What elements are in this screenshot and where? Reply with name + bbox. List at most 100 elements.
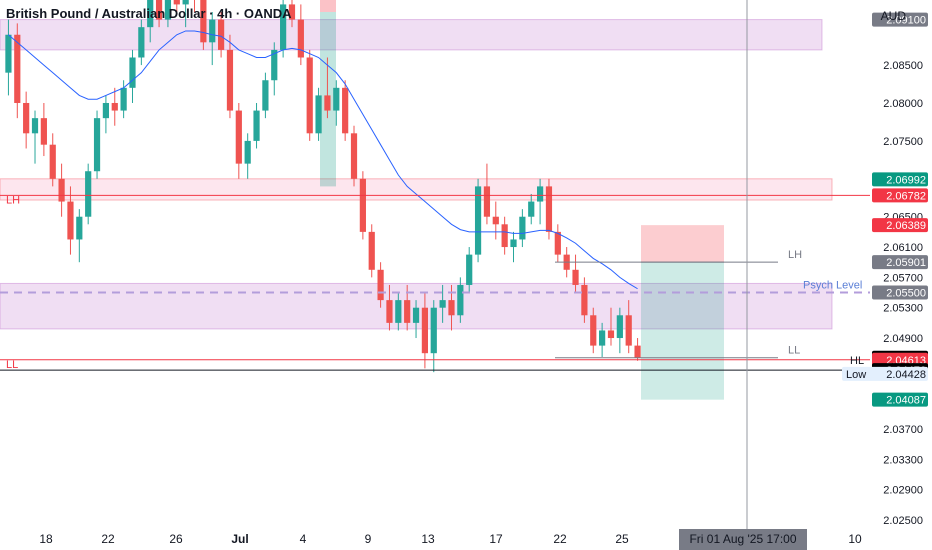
candle-body bbox=[200, 0, 207, 43]
candle-body bbox=[23, 102, 30, 134]
x-tick-label: 25 bbox=[615, 532, 629, 546]
candle-body bbox=[466, 254, 473, 285]
candle-body bbox=[395, 300, 402, 323]
price-tag-label: 2.06782 bbox=[886, 190, 926, 202]
price-tag-prefix: Low bbox=[846, 369, 866, 381]
x-tick-label: 17 bbox=[489, 532, 503, 546]
price-tag-label: 2.06992 bbox=[886, 174, 926, 186]
moving-average-line bbox=[8, 30, 638, 290]
candle-body bbox=[58, 178, 65, 202]
candle-body bbox=[182, 0, 189, 5]
candle-body bbox=[138, 27, 145, 58]
price-tag-label: 2.04087 bbox=[886, 395, 926, 407]
level-label: Psych Level bbox=[803, 280, 862, 292]
crosshair-date-label: Fri 01 Aug '25 17:00 bbox=[689, 532, 796, 546]
candle-body bbox=[581, 284, 588, 316]
candle-body bbox=[120, 87, 127, 111]
y-tick-label: 2.02500 bbox=[883, 515, 923, 527]
y-tick-label: 2.06100 bbox=[883, 242, 923, 254]
candle-body bbox=[76, 216, 83, 240]
candle-body bbox=[226, 49, 234, 111]
candle-body bbox=[111, 102, 118, 111]
candle-body bbox=[253, 110, 260, 141]
y-tick-label: 2.03700 bbox=[883, 424, 923, 436]
candle-body bbox=[572, 269, 579, 285]
y-tick-label: 2.02900 bbox=[883, 485, 923, 497]
position-risk-box bbox=[641, 225, 724, 263]
candle-body bbox=[448, 300, 455, 316]
candle-body bbox=[102, 102, 110, 119]
candle-body bbox=[377, 269, 384, 301]
candle-body bbox=[492, 216, 499, 225]
x-tick-label: 4 bbox=[300, 532, 307, 546]
candle-body bbox=[368, 231, 375, 270]
candle-body bbox=[528, 201, 535, 217]
candle-body bbox=[280, 4, 287, 50]
candle-body bbox=[634, 345, 641, 358]
candle-body bbox=[67, 201, 74, 240]
candle-body bbox=[421, 307, 429, 354]
y-tick-label: 2.07500 bbox=[883, 136, 923, 148]
x-tick-label: 22 bbox=[101, 532, 115, 546]
candle-body bbox=[554, 231, 561, 255]
candle-body bbox=[209, 19, 216, 43]
candle-body bbox=[430, 307, 437, 354]
x-tick-label: 10 bbox=[848, 532, 862, 546]
candle-body bbox=[350, 133, 358, 179]
candle-body bbox=[5, 34, 12, 73]
price-tag-box bbox=[872, 218, 928, 233]
price-tag-box bbox=[872, 392, 928, 407]
price-tag-label: 2.06389 bbox=[886, 220, 926, 232]
y-tick-label: 2.08500 bbox=[883, 60, 923, 72]
candle-body bbox=[536, 186, 544, 202]
candle-body bbox=[474, 186, 482, 255]
price-tag-label: 2.05901 bbox=[886, 257, 926, 269]
candle-body bbox=[625, 315, 632, 346]
y-tick-label: 2.05700 bbox=[883, 272, 923, 284]
candle-body bbox=[173, 0, 180, 5]
candle-body bbox=[324, 95, 331, 111]
candle-body bbox=[510, 239, 517, 248]
candle-body bbox=[262, 80, 269, 111]
candle-body bbox=[590, 315, 597, 346]
zone-1 bbox=[0, 178, 833, 201]
candle-body bbox=[306, 57, 313, 134]
price-tag-label: 2.04428 bbox=[886, 369, 926, 381]
candle-body bbox=[297, 19, 304, 58]
price-tag-box bbox=[872, 255, 928, 270]
y-tick-label: 2.08000 bbox=[883, 98, 923, 110]
price-tag-box bbox=[872, 172, 928, 187]
zone-0 bbox=[0, 19, 823, 51]
candle-body bbox=[404, 300, 411, 323]
candle-body bbox=[439, 300, 446, 308]
candle-body bbox=[271, 49, 278, 81]
candle-body bbox=[545, 186, 553, 232]
level-label: LL bbox=[6, 359, 18, 371]
candle-body bbox=[359, 178, 366, 232]
level-label: HL bbox=[850, 355, 864, 367]
candle-body bbox=[49, 144, 56, 179]
price-tag-label: 2.05500 bbox=[886, 288, 926, 300]
y-tick-label: 2.05300 bbox=[883, 303, 923, 315]
candle-body bbox=[40, 118, 47, 145]
candle-body bbox=[217, 19, 225, 50]
candle-body bbox=[333, 87, 340, 111]
history-risk-box bbox=[320, 0, 336, 12]
candle-body bbox=[342, 87, 349, 134]
candle-body bbox=[288, 4, 296, 20]
price-tag-box bbox=[872, 188, 928, 203]
candle-body bbox=[599, 330, 606, 346]
crosshair-date-box bbox=[679, 529, 807, 550]
candle-body bbox=[129, 57, 136, 88]
candle-body bbox=[616, 315, 623, 339]
price-tag-box bbox=[872, 12, 928, 27]
candle-body bbox=[93, 118, 101, 172]
price-tag-box bbox=[872, 285, 928, 300]
currency-label[interactable]: AUD bbox=[880, 9, 906, 23]
x-tick-label: 13 bbox=[421, 532, 435, 546]
candle-body bbox=[483, 186, 491, 217]
price-tag-box bbox=[842, 366, 928, 381]
candle-body bbox=[85, 171, 92, 217]
candle-body bbox=[235, 110, 242, 164]
